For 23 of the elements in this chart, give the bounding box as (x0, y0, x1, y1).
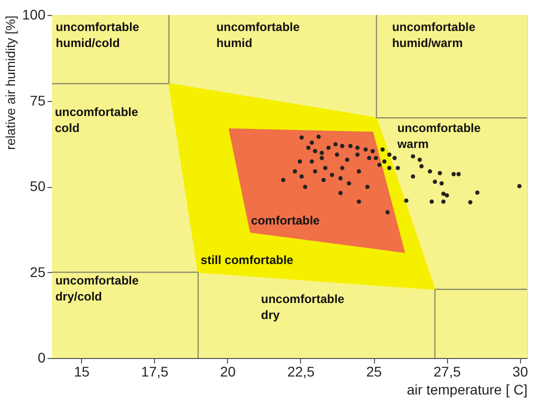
annotation: uncomfortable dry (261, 292, 345, 322)
annotation: uncomfortable cold (54, 104, 139, 135)
annotation: uncomfortable warm (396, 121, 481, 152)
annotation: uncomfortable dry/cold (55, 273, 139, 304)
x-axis-title: air temperature [ C] (406, 382, 528, 398)
annotation: uncomfortable humid/cold (56, 20, 140, 50)
annotation: still comfortable (200, 252, 294, 267)
x-tick-label: 20 (220, 364, 236, 380)
x-tick-label: 27,5 (433, 364, 461, 380)
x-tick-label: 30 (512, 364, 528, 380)
annotation: uncomfortable humid/warm (392, 20, 476, 50)
y-axis-title: relative air humidity [%] (3, 16, 18, 150)
x-tick-label: 15 (74, 364, 90, 380)
x-tick-label: 25 (366, 364, 382, 380)
y-tick-label: 0 (38, 350, 46, 366)
y-tick-label: 25 (30, 264, 46, 280)
x-tick-label: 22,5 (287, 364, 315, 380)
y-tick-label: 100 (22, 6, 46, 22)
y-tick-label: 75 (30, 92, 46, 108)
annotation: uncomfortable humid (216, 20, 300, 50)
annotation: comfortable (251, 214, 320, 228)
y-tick-label: 50 (30, 178, 46, 194)
x-tick-label: 17,5 (141, 364, 169, 380)
